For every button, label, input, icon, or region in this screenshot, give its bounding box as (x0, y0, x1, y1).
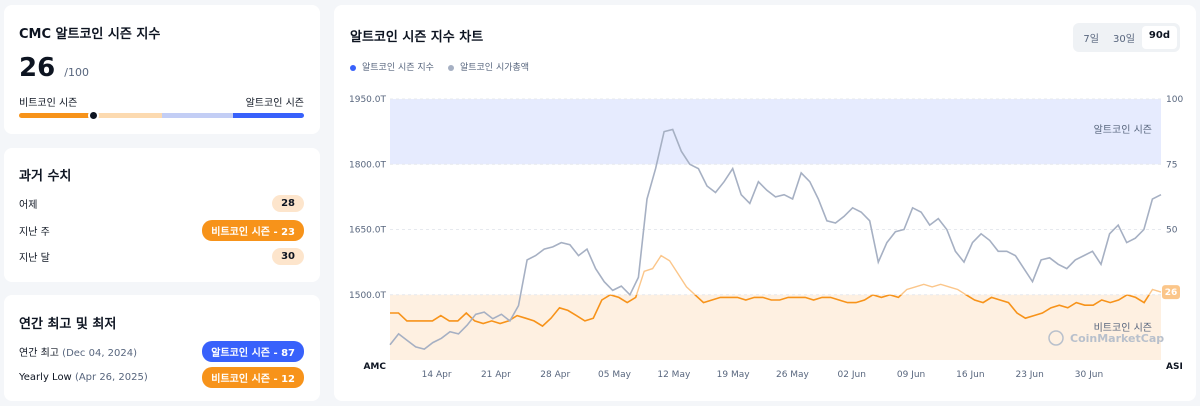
yearly-low-date: (Apr 26, 2025) (74, 371, 148, 383)
bitcoin-season-label: 비트코인 시즌 (19, 98, 78, 109)
marketcap-line (389, 128, 1162, 350)
altcoin-season-band (390, 99, 1161, 165)
history-badge: 비트코인 시즌 - 23 (202, 219, 304, 241)
yearly-low-label: Yearly Low (Apr 26, 2025) (19, 372, 148, 383)
history-badge: 28 (272, 194, 304, 212)
timeframe-7d[interactable]: 7일 (1083, 34, 1099, 45)
timeframe-90d[interactable]: 90d (1141, 26, 1177, 49)
yearly-card: 연간 최고 및 최저 연간 최고 (Dec 04, 2024) 알트코인 시즌 … (4, 295, 320, 401)
x-axis-tick: 16 Jun (956, 370, 984, 380)
x-axis-tick: 05 May (598, 370, 632, 380)
x-axis-tick: 26 May (776, 370, 810, 380)
altcoin-season-zone-label: 알트코인 시즌 (1094, 124, 1152, 136)
x-axis-tick: 14 Apr (422, 370, 452, 380)
right-axis-tick: 100 (1166, 95, 1183, 105)
yearly-high-badge: 알트코인 시즌 - 87 (202, 340, 304, 362)
bitcoin-season-band (390, 294, 1161, 360)
history-row-last-month: 지난 달 30 (19, 246, 304, 266)
legend-item-index[interactable]: 알트코인 시즌 지수 (350, 60, 434, 73)
history-badge: 30 (272, 247, 304, 265)
chart-title: 알트코인 시즌 지수 차트 (350, 30, 484, 45)
history-title: 과거 수치 (19, 169, 72, 184)
current-value-badge (1162, 285, 1180, 300)
coinmarketcap-logo-icon (1048, 330, 1064, 346)
yearly-low-text: Yearly Low (19, 371, 72, 383)
history-row-last-week: 지난 주 비트코인 시즌 - 23 (19, 219, 304, 241)
right-axis-tick: 50 (1166, 226, 1178, 236)
chart-card: 알트코인 시즌 지수 차트 7일 30일 90d 알트코인 시즌 지수 알트코인… (334, 5, 1196, 401)
gauge-segment-alt-light (161, 113, 233, 118)
index-title: CMC 알트코인 시즌 지수 (19, 27, 161, 42)
yearly-high-date: (Dec 04, 2024) (62, 347, 138, 359)
history-label: 어제 (19, 199, 38, 211)
watermark: CoinMarketCap (1070, 332, 1164, 345)
timeframe-selector: 7일 30일 90d (1073, 23, 1180, 52)
left-axis-label: AMC (363, 362, 386, 372)
legend-label: 알트코인 시즌 지수 (362, 63, 434, 73)
legend-item-marketcap[interactable]: 알트코인 시가총액 (447, 60, 530, 73)
gauge-segment-btc (19, 113, 91, 118)
x-axis-tick: 09 Jun (897, 370, 925, 380)
yearly-title: 연간 최고 및 최저 (19, 317, 117, 332)
legend-dot-marketcap (447, 64, 454, 71)
left-axis-tick: 1950.0T (349, 95, 386, 105)
yearly-high-row: 연간 최고 (Dec 04, 2024) 알트코인 시즌 - 87 (19, 340, 304, 362)
history-row-yesterday: 어제 28 (19, 193, 304, 213)
yearly-high-text: 연간 최고 (19, 347, 59, 359)
x-axis-tick: 02 Jun (838, 370, 866, 380)
left-axis-tick: 1650.0T (349, 226, 386, 236)
history-label: 지난 주 (19, 226, 50, 238)
current-value-text: 26 (1165, 288, 1178, 298)
right-axis-label: ASI (1166, 362, 1183, 372)
x-axis-tick: 28 Apr (540, 370, 570, 380)
x-axis-tick: 12 May (657, 370, 691, 380)
legend-label: 알트코인 시가총액 (459, 63, 530, 73)
x-axis-tick: 19 May (717, 370, 751, 380)
index-value: 26 /100 (19, 53, 89, 83)
index-value-number: 26 (19, 53, 56, 83)
x-axis-tick: 30 Jun (1075, 370, 1103, 380)
index-line (390, 294, 1151, 328)
left-axis-tick: 1500.0T (349, 291, 386, 301)
left-axis-tick: 1800.0T (349, 160, 386, 170)
yearly-low-row: Yearly Low (Apr 26, 2025) 비트코인 시즌 - 12 (19, 366, 304, 388)
chart-legend: 알트코인 시즌 지수 알트코인 시가총액 (350, 60, 529, 73)
history-label: 지난 달 (19, 252, 50, 264)
index-summary-card: CMC 알트코인 시즌 지수 26 /100 비트코인 시즌 알트코인 시즌 (4, 5, 320, 134)
gauge-segment-alt (232, 113, 304, 118)
index-max: /100 (64, 66, 89, 79)
history-card: 과거 수치 어제 28 지난 주 비트코인 시즌 - 23 지난 달 30 (4, 148, 320, 282)
altcoin-season-label: 알트코인 시즌 (245, 98, 304, 109)
x-axis-tick: 23 Jun (1015, 370, 1043, 380)
timeframe-30d[interactable]: 30일 (1112, 34, 1135, 45)
gauge-segment-btc-light (90, 113, 162, 118)
right-axis-tick: 75 (1166, 160, 1177, 170)
season-gauge (19, 113, 304, 118)
yearly-high-label: 연간 최고 (Dec 04, 2024) (19, 344, 137, 359)
bitcoin-season-zone-label: 비트코인 시즌 (1094, 322, 1152, 334)
yearly-low-badge: 비트코인 시즌 - 12 (202, 366, 304, 388)
line-chart[interactable]: 1950.0T1001800.0T751650.0T501500.0T25AMC… (334, 5, 1196, 401)
gauge-indicator (87, 110, 99, 121)
x-axis-tick: 21 Apr (481, 370, 511, 380)
legend-dot-index (350, 64, 356, 71)
